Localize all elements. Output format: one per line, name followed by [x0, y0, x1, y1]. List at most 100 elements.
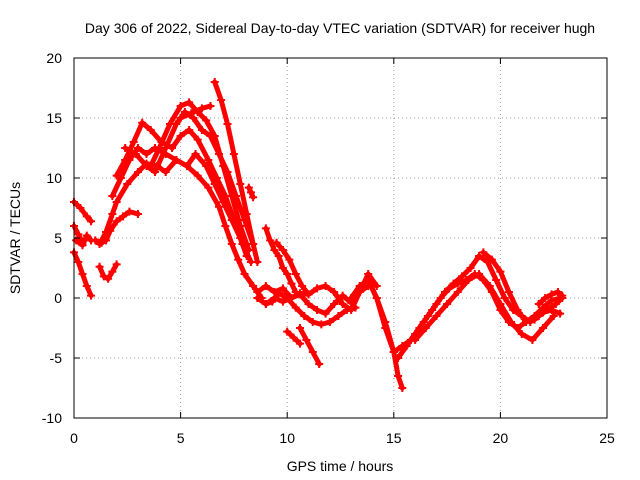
data-point-marker	[112, 217, 121, 226]
y-tick-label: 5	[54, 230, 62, 246]
data-point-marker	[283, 270, 292, 278]
x-tick-label: 15	[386, 430, 402, 446]
data-point-marker	[246, 188, 255, 197]
data-point-marker	[321, 309, 330, 318]
data-point-marker	[528, 336, 537, 344]
data-point-marker	[298, 282, 307, 290]
data-point-marker	[129, 138, 138, 146]
data-point-marker	[521, 318, 530, 326]
data-point-marker	[445, 284, 454, 293]
data-point-marker	[244, 183, 253, 192]
data-point-marker	[119, 212, 128, 221]
data-point-marker	[221, 222, 230, 230]
data-point-marker	[266, 236, 275, 245]
data-point-marker	[151, 168, 160, 176]
data-series	[70, 78, 567, 392]
data-point-marker	[95, 262, 104, 271]
series-track-17	[253, 289, 360, 329]
data-point-marker	[185, 126, 194, 134]
series-track-24	[394, 270, 565, 362]
data-point-marker	[176, 132, 185, 140]
data-point-marker	[146, 126, 155, 134]
data-point-marker	[458, 272, 467, 281]
data-point-marker	[112, 198, 121, 206]
data-point-marker	[492, 276, 501, 284]
data-point-marker	[204, 156, 213, 164]
data-point-marker	[212, 174, 221, 182]
series-track-5	[95, 260, 121, 283]
data-point-marker	[453, 288, 462, 296]
data-point-marker	[78, 270, 87, 278]
data-point-marker	[291, 288, 300, 296]
data-point-marker	[278, 284, 287, 293]
data-point-marker	[74, 258, 83, 266]
data-point-marker	[483, 258, 492, 266]
data-point-marker	[304, 300, 313, 308]
data-point-marker	[261, 300, 270, 308]
data-point-marker	[249, 282, 258, 290]
data-point-marker	[253, 294, 262, 302]
data-point-marker	[76, 204, 85, 212]
data-point-marker	[278, 264, 287, 272]
data-point-marker	[547, 290, 556, 299]
data-point-marker	[295, 324, 304, 332]
data-point-marker	[108, 267, 117, 276]
data-point-marker	[421, 324, 430, 332]
data-point-marker	[325, 318, 334, 326]
data-point-marker	[304, 290, 313, 299]
data-point-marker	[229, 150, 238, 158]
data-point-marker	[206, 102, 215, 110]
grid-lines	[74, 58, 607, 418]
data-point-marker	[217, 96, 226, 104]
data-point-marker	[372, 294, 381, 302]
plot-border	[73, 57, 608, 419]
series-trace	[114, 120, 254, 265]
data-point-marker	[95, 240, 104, 248]
data-point-marker	[283, 294, 292, 302]
data-point-marker	[287, 279, 296, 288]
data-point-marker	[398, 384, 407, 392]
data-point-marker	[191, 150, 200, 158]
series-track-26	[479, 248, 565, 326]
data-point-marker	[464, 276, 473, 284]
data-point-marker	[549, 312, 558, 320]
data-point-marker	[227, 192, 236, 200]
data-point-marker	[372, 282, 381, 290]
data-point-marker	[249, 193, 258, 202]
data-point-marker	[82, 282, 91, 290]
data-point-marker	[108, 192, 117, 200]
data-point-marker	[121, 144, 130, 152]
data-point-marker	[165, 120, 174, 128]
data-point-marker	[253, 258, 262, 266]
data-point-marker	[187, 109, 196, 118]
data-point-marker	[342, 306, 351, 314]
data-point-marker	[300, 312, 309, 320]
data-point-marker	[530, 312, 539, 320]
data-point-marker	[172, 156, 181, 164]
series-trace	[178, 103, 213, 121]
data-point-marker	[87, 217, 96, 226]
data-point-marker	[289, 333, 298, 342]
data-point-marker	[539, 303, 548, 312]
data-point-marker	[278, 297, 287, 306]
x-tick-label: 25	[599, 430, 615, 446]
data-point-marker	[308, 348, 317, 356]
data-point-marker	[236, 180, 245, 188]
data-point-marker	[504, 288, 513, 296]
x-tick-label: 20	[493, 430, 509, 446]
data-point-marker	[428, 306, 437, 314]
data-point-marker	[347, 294, 356, 302]
data-point-marker	[315, 360, 324, 368]
data-point-marker	[138, 118, 147, 127]
x-tick-label: 0	[70, 430, 78, 446]
series-track-9	[112, 118, 255, 266]
data-point-marker	[87, 291, 96, 300]
y-tick-label: 10	[46, 170, 62, 186]
data-point-marker	[487, 255, 496, 264]
series-track-27	[534, 288, 567, 308]
data-point-marker	[261, 224, 270, 233]
data-point-marker	[285, 255, 294, 264]
data-point-marker	[419, 318, 428, 326]
x-tick-label: 10	[279, 430, 295, 446]
